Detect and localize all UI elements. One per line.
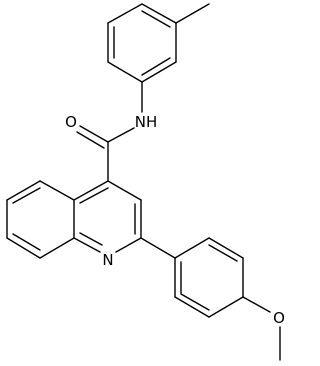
bonds [6, 3, 281, 361]
atom-label: NH [135, 113, 158, 131]
molecule-diagram: O NH N O [6, 3, 285, 361]
atom-label: O [65, 113, 77, 131]
atom-label: N [102, 251, 113, 269]
atom-label: O [273, 309, 285, 327]
